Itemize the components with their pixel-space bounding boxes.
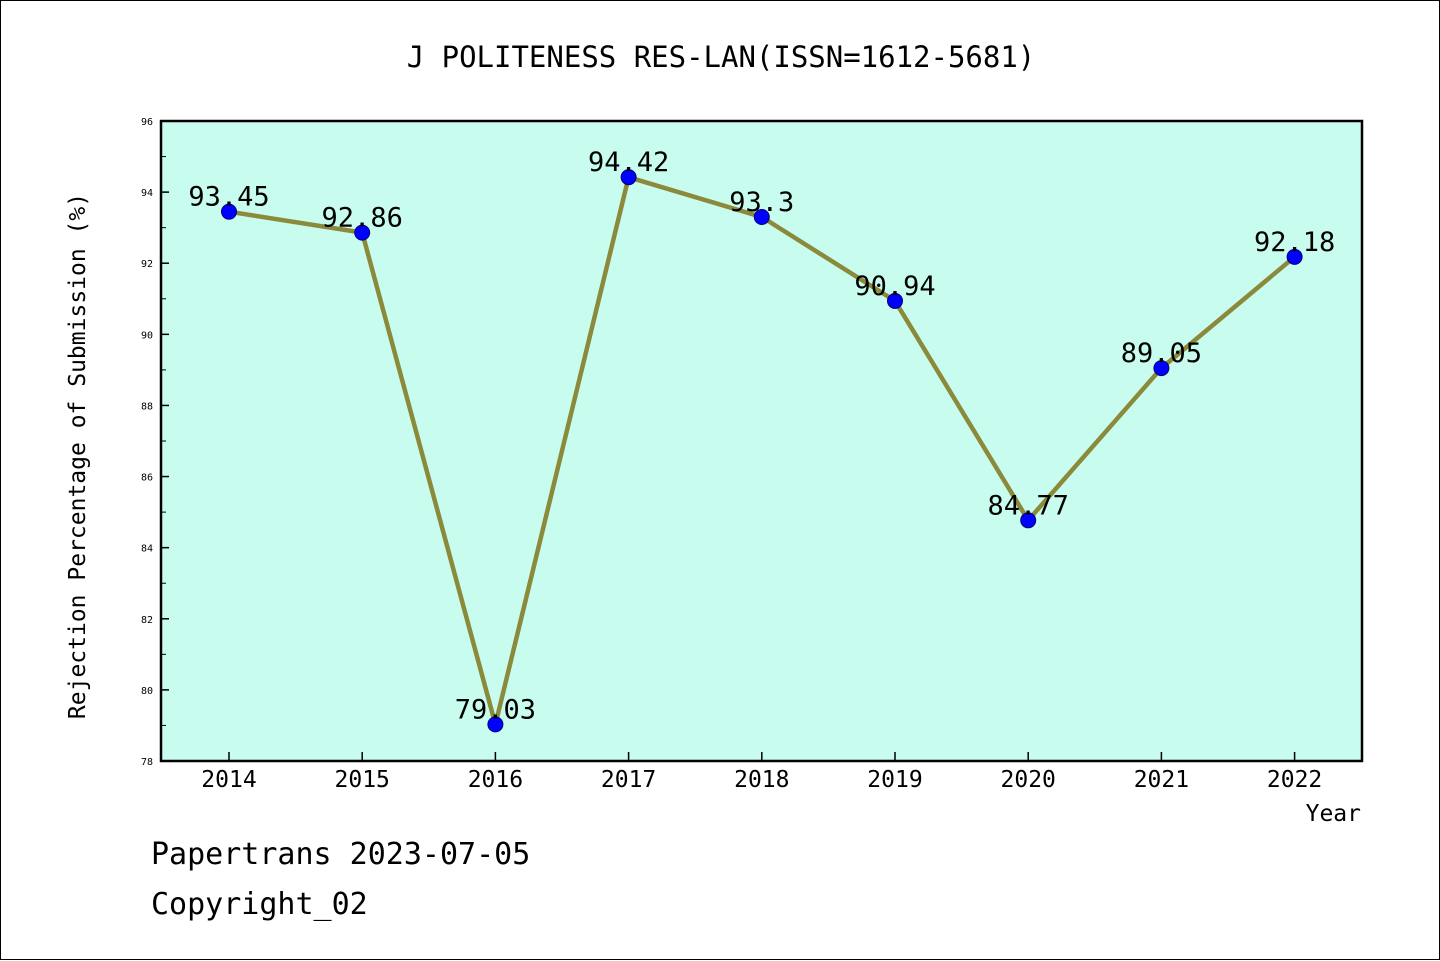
data-label: 92.18: [1254, 227, 1335, 258]
x-tick-label: 2020: [1001, 767, 1056, 793]
data-label: 93.3: [729, 187, 794, 218]
x-tick-label: 2017: [601, 767, 656, 793]
data-point: [620, 169, 637, 186]
x-tick-label: 2022: [1267, 767, 1322, 793]
x-tick-label: 2016: [468, 767, 523, 793]
x-tick-label: 2021: [1134, 767, 1189, 793]
y-tick-label: 90: [141, 330, 153, 341]
data-label: 90.94: [854, 271, 935, 302]
data-point: [1020, 512, 1037, 529]
data-point: [1286, 248, 1303, 265]
y-axis-label: Rejection Percentage of Submission (%): [65, 193, 91, 719]
footer-source: Papertrans 2023-07-05: [151, 837, 531, 872]
plot-border: [159, 119, 1364, 763]
data-label: 84.77: [988, 490, 1069, 521]
data-label: 79.03: [455, 694, 536, 725]
x-axis-label: Year: [1306, 801, 1361, 827]
chart-title: J POLITENESS RES-LAN(ISSN=1612-5681): [407, 40, 1036, 74]
data-point: [221, 203, 237, 220]
data-label: 93.45: [188, 182, 269, 213]
data-point: [753, 209, 770, 225]
data-point: [1153, 360, 1170, 377]
x-tick-label: 2014: [201, 767, 256, 793]
data-point: [487, 716, 504, 733]
y-tick-label: 80: [141, 686, 153, 697]
y-tick-label: 82: [141, 615, 153, 626]
y-tick-label: 84: [141, 544, 153, 555]
data-point: [354, 224, 371, 241]
data-label: 94.42: [588, 147, 669, 178]
data-label: 89.05: [1121, 338, 1202, 369]
x-tick-label: 2019: [867, 767, 922, 793]
x-tick-label: 2018: [734, 767, 789, 793]
x-tick-label: 2015: [335, 767, 390, 793]
y-tick-label: 86: [141, 473, 153, 484]
data-point: [887, 292, 903, 309]
data-label: 92.86: [322, 203, 403, 234]
footer-copyright: Copyright_02: [151, 887, 368, 922]
y-tick-label: 96: [141, 117, 153, 128]
y-tick-label: 88: [141, 401, 153, 412]
y-tick-label: 94: [141, 188, 153, 199]
y-tick-label: 78: [141, 757, 153, 768]
y-tick-label: 92: [141, 259, 153, 270]
